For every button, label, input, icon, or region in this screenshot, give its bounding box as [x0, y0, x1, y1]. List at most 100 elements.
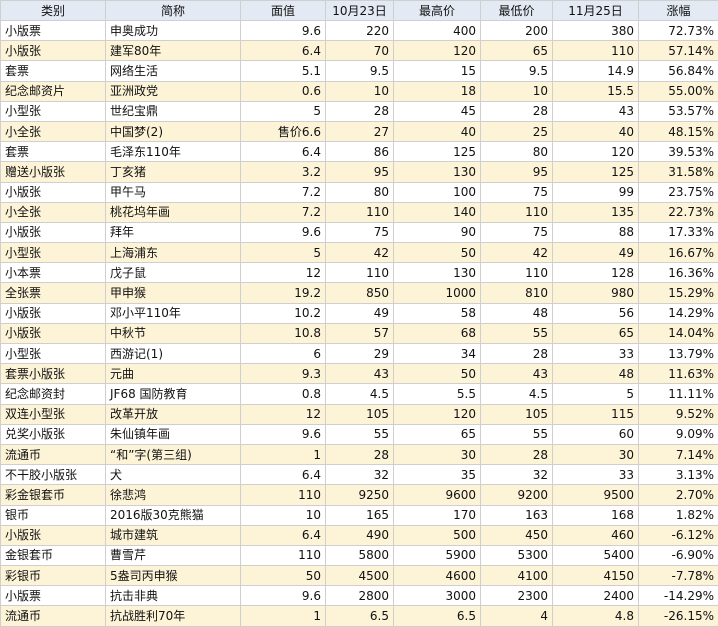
table-cell: 120 [393, 403, 481, 425]
table-cell: 甲申猴 [105, 282, 241, 304]
table-cell: 9.09% [638, 423, 718, 445]
table-cell: 拜年 [105, 221, 241, 244]
table-cell: 6.4 [240, 40, 326, 62]
table-row: 小型张 上海浦东 5 42 50 42 49 16.67% [0, 242, 718, 264]
table-cell: 小全张 [0, 201, 106, 223]
table-cell: 2800 [325, 585, 394, 607]
table-cell: 6.4 [240, 464, 326, 486]
table-cell: 15.5 [552, 80, 639, 102]
table-cell: 4 [480, 605, 553, 627]
table-cell: 86 [325, 141, 394, 163]
table-cell: 53.57% [638, 100, 718, 122]
table-cell: 220 [325, 19, 394, 42]
table-row: 金银套币 曹雪芹 110 5800 5900 5300 5400 -6.90% [0, 544, 718, 567]
table-cell: 6 [240, 342, 326, 365]
table-cell: 小型张 [0, 342, 106, 365]
table-cell: 165 [325, 504, 394, 526]
table-body: 小版票 申奥成功 9.6 220 400 200 380 72.73% 小版张 建军80年 6.4 7… [0, 19, 718, 627]
table-cell: 小版张 [0, 322, 106, 345]
table-cell: -14.29% [638, 585, 718, 607]
table-row: 纪念邮资封 JF68 国防教育 0.8 4.5 5.5 4.5 5 11.11% [0, 383, 718, 405]
table-cell: 99 [552, 181, 639, 203]
table-cell: 6.5 [325, 605, 394, 627]
table-cell: 5.1 [240, 60, 326, 82]
table-cell: 49 [552, 242, 639, 264]
table-row: 套票 毛泽东110年 6.4 86 125 80 120 39.53% [0, 141, 718, 163]
table-cell: 1 [240, 443, 326, 466]
table-cell: 16.36% [638, 262, 718, 284]
table-cell: 银币 [0, 504, 106, 526]
table-cell: 34 [393, 342, 481, 365]
header-cell: 类别 [0, 0, 106, 21]
table-row: 双连小型张 改革开放 12 105 120 105 115 9.52% [0, 403, 718, 425]
table-cell: 163 [480, 504, 553, 526]
table-cell: 4600 [393, 565, 481, 587]
table-row: 流通币 “和”字(第三组) 1 28 30 28 30 7.14% [0, 443, 718, 466]
table-cell: 小版张 [0, 221, 106, 244]
table-cell: 徐悲鸿 [105, 484, 241, 506]
table-cell: 网络生活 [105, 60, 241, 82]
table-cell: 56.84% [638, 60, 718, 82]
table-row: 彩银币 5盎司丙申猴 50 4500 4600 4100 4150 -7.78% [0, 565, 718, 587]
table-cell: 套票 [0, 141, 106, 163]
header-cell: 10月23日 [325, 0, 394, 21]
table-cell: 55 [325, 423, 394, 445]
table-cell: 9.6 [240, 585, 326, 607]
table-cell: 70 [325, 40, 394, 62]
table-cell: 9.6 [240, 423, 326, 445]
table-cell: 小版票 [0, 585, 106, 607]
table-cell: 88 [552, 221, 639, 244]
table-cell: 5.5 [393, 383, 481, 405]
table-cell: 小版张 [0, 40, 106, 62]
table-cell: 90 [393, 221, 481, 244]
table-cell: 19.2 [240, 282, 326, 304]
table-cell: -6.12% [638, 524, 718, 546]
table-cell: 11.63% [638, 363, 718, 385]
table-cell: 曹雪芹 [105, 544, 241, 567]
table-cell: 5800 [325, 544, 394, 567]
table-cell: 4.8 [552, 605, 639, 627]
table-cell: 兑奖小版张 [0, 423, 106, 445]
table-cell: 11.11% [638, 383, 718, 405]
table-cell: 32 [325, 464, 394, 486]
table-cell: 28 [480, 342, 553, 365]
table-cell: 9600 [393, 484, 481, 506]
table-cell: 25 [480, 120, 553, 143]
table-cell: 45 [393, 100, 481, 122]
table-row: 兑奖小版张 朱仙镇年画 9.6 55 65 55 60 9.09% [0, 423, 718, 445]
table-cell: 申奥成功 [105, 19, 241, 42]
table-cell: 流通币 [0, 443, 106, 466]
table-cell: 130 [393, 262, 481, 284]
table-cell: 套票 [0, 60, 106, 82]
table-cell: 7.14% [638, 443, 718, 466]
table-cell: 中国梦(2) [105, 120, 241, 143]
table-cell: 32 [480, 464, 553, 486]
table-cell: 110 [480, 262, 553, 284]
table-cell: 28 [480, 100, 553, 122]
table-cell: 48 [480, 302, 553, 324]
table-cell: 5900 [393, 544, 481, 567]
table-cell: 犬 [105, 464, 241, 486]
table-cell: 邓小平110年 [105, 302, 241, 324]
table-cell: 0.6 [240, 80, 326, 102]
table-cell: 110 [480, 201, 553, 223]
table-cell: 15 [393, 60, 481, 82]
table-cell: 10 [325, 80, 394, 102]
table-cell: 4.5 [325, 383, 394, 405]
table-row: 小版张 拜年 9.6 75 90 75 88 17.33% [0, 221, 718, 244]
table-cell: 丁亥猪 [105, 161, 241, 183]
table-cell: 57.14% [638, 40, 718, 62]
table-cell: 建军80年 [105, 40, 241, 62]
table-cell: 850 [325, 282, 394, 304]
table-cell: 48 [552, 363, 639, 385]
table-cell: 460 [552, 524, 639, 546]
table-cell: 75 [480, 181, 553, 203]
table-cell: 小版张 [0, 302, 106, 324]
table-cell: 纪念邮资片 [0, 80, 106, 102]
table-cell: 0.8 [240, 383, 326, 405]
table-cell: 72.73% [638, 19, 718, 42]
table-cell: 68 [393, 322, 481, 345]
table-cell: 115 [552, 403, 639, 425]
table-cell: 13.79% [638, 342, 718, 365]
